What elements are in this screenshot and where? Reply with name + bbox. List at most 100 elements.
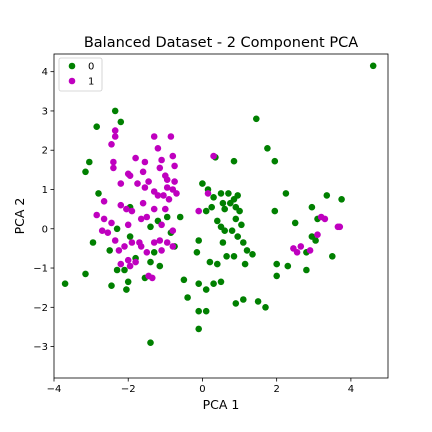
point-series-0-50 (217, 278, 225, 286)
point-series-1-22 (141, 184, 149, 191)
point-series-1-56 (126, 262, 134, 270)
point-series-0-34 (240, 239, 247, 246)
point-series-1-47 (143, 249, 151, 256)
legend-label-1: 1 (88, 77, 94, 88)
point-series-0-78 (113, 266, 121, 274)
point-series-1-74 (139, 199, 147, 207)
point-series-1-11 (156, 164, 164, 172)
point-series-1-52 (158, 247, 165, 254)
point-series-0-30 (228, 227, 236, 234)
point-series-1-31 (143, 213, 151, 221)
point-series-0-1 (111, 107, 119, 115)
point-series-0-20 (227, 199, 234, 207)
x-axis: −4 −2 0 2 4 (47, 378, 354, 395)
point-series-0-64 (308, 203, 316, 211)
point-series-0-86 (150, 249, 158, 256)
point-series-1-62 (204, 190, 212, 197)
point-series-1-28 (165, 196, 173, 203)
point-series-1-7 (139, 168, 147, 176)
point-series-0-2 (117, 118, 125, 126)
legend-label-0: 0 (88, 62, 94, 73)
point-series-0-77 (108, 282, 115, 290)
point-series-0-54 (232, 300, 240, 307)
point-series-1-39 (108, 219, 115, 227)
point-series-0-82 (126, 233, 134, 240)
point-series-1-37 (93, 211, 100, 219)
point-series-0-56 (254, 298, 262, 305)
point-series-0-90 (163, 213, 171, 221)
point-series-1-60 (169, 227, 177, 234)
x-tick-label: −4 (47, 384, 62, 395)
point-series-0-59 (284, 262, 292, 270)
point-series-1-44 (128, 239, 136, 246)
point-series-1-70 (321, 215, 329, 223)
point-series-1-42 (111, 237, 119, 244)
chart-title: Balanced Dataset - 2 Component PCA (84, 35, 358, 51)
point-series-1-4 (110, 164, 117, 172)
point-series-1-13 (167, 133, 175, 140)
point-series-0-73 (61, 280, 69, 288)
point-series-0-39 (249, 251, 256, 258)
point-series-1-1 (111, 133, 119, 140)
y-tick-label: −2 (33, 303, 48, 314)
y-tick-label: 1 (42, 185, 48, 196)
point-series-0-22 (236, 207, 243, 215)
point-series-0-71 (303, 266, 310, 274)
point-series-0-5 (264, 145, 271, 152)
y-axis: −3 −2 −1 0 1 2 3 4 (33, 67, 54, 353)
point-series-0-76 (106, 247, 113, 254)
point-series-1-55 (117, 260, 125, 268)
x-tick-label: 4 (348, 384, 354, 395)
point-series-0-52 (195, 325, 202, 333)
point-series-0-60 (273, 260, 281, 268)
point-series-0-69 (308, 233, 316, 240)
point-series-1-49 (156, 237, 164, 244)
point-series-1-46 (137, 243, 145, 250)
point-series-1-27 (163, 184, 171, 191)
point-series-1-59 (149, 274, 156, 282)
point-series-1-34 (123, 205, 130, 213)
point-series-1-68 (314, 231, 321, 238)
point-series-1-48 (150, 239, 158, 246)
point-series-0-61 (271, 207, 279, 215)
point-series-1-6 (141, 158, 149, 166)
point-series-1-36 (100, 198, 108, 205)
point-series-0-93 (147, 339, 154, 347)
point-series-1-10 (158, 156, 165, 164)
point-series-0-23 (210, 194, 217, 201)
point-series-1-50 (163, 239, 171, 246)
point-series-1-16 (171, 178, 178, 185)
point-series-0-57 (262, 304, 269, 311)
point-series-0-37 (230, 252, 238, 260)
point-series-1-2 (108, 141, 115, 148)
point-series-1-29 (162, 205, 169, 213)
point-series-1-18 (173, 190, 180, 197)
point-series-0-48 (202, 286, 210, 293)
point-series-0-75 (89, 239, 97, 246)
point-series-0-33 (234, 233, 241, 240)
point-series-1-65 (293, 249, 301, 256)
y-tick-label: 0 (42, 224, 48, 235)
point-series-1-25 (154, 192, 162, 199)
point-series-0-81 (123, 286, 130, 293)
point-series-0-49 (210, 280, 217, 288)
point-series-0-79 (121, 266, 128, 274)
point-series-0-21 (225, 190, 232, 197)
point-series-0-51 (195, 307, 202, 315)
point-series-1-14 (169, 152, 177, 160)
point-series-1-43 (121, 243, 128, 250)
x-tick-label: 2 (273, 384, 279, 395)
legend-box (58, 57, 103, 92)
point-series-0-41 (214, 260, 221, 268)
point-series-1-30 (150, 205, 158, 213)
point-series-0-11 (95, 190, 102, 197)
point-series-0-62 (282, 190, 290, 197)
point-series-1-77 (163, 176, 171, 183)
point-series-0-15 (219, 199, 227, 207)
point-series-1-23 (145, 178, 152, 185)
point-series-0-29 (221, 227, 228, 234)
point-series-1-33 (128, 207, 136, 215)
point-series-0-74 (82, 270, 89, 278)
point-series-1-73 (117, 180, 125, 187)
